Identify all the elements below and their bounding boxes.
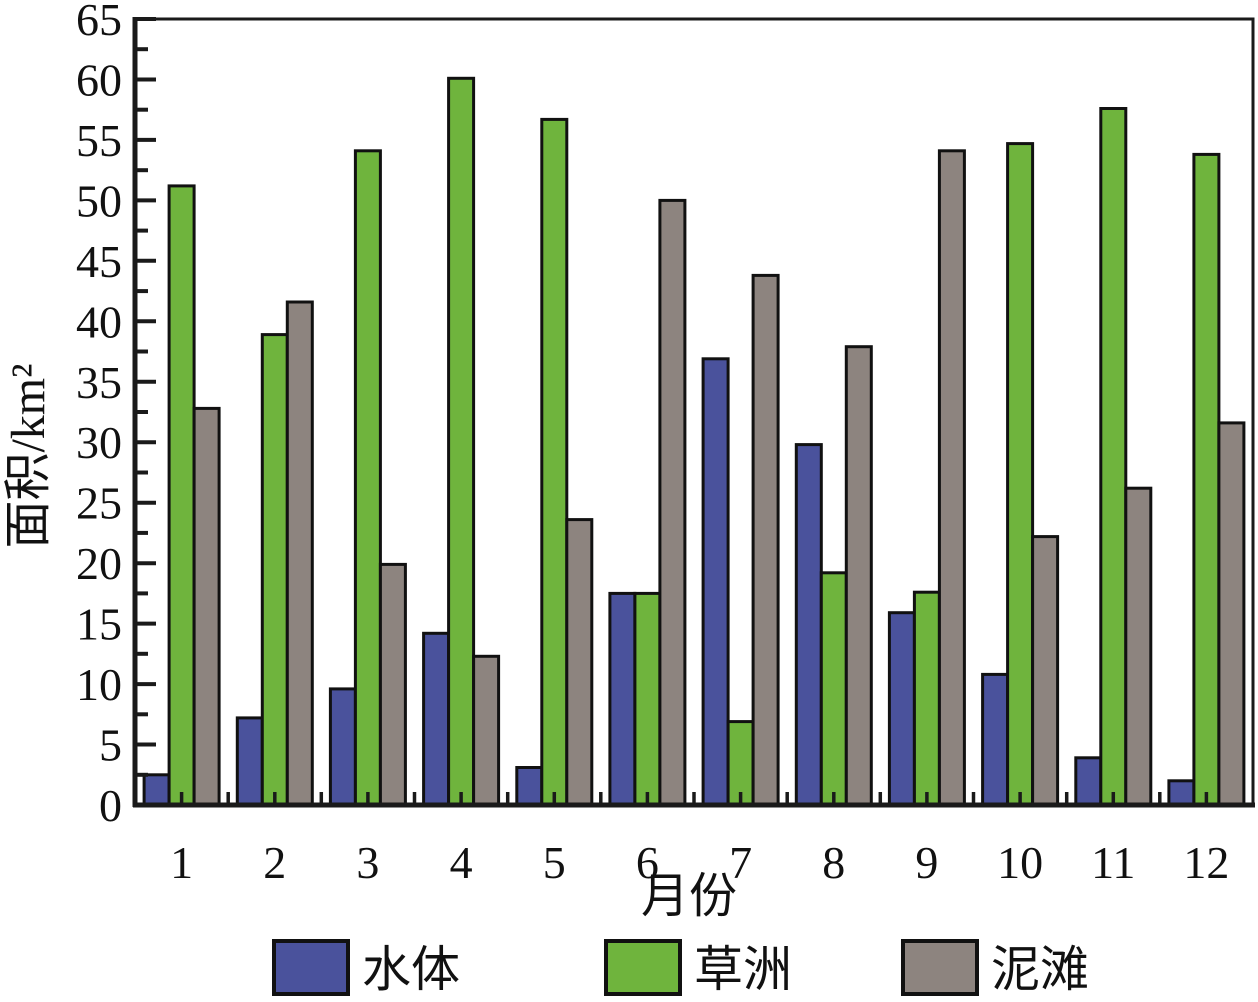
bar-泥滩-month-1	[192, 406, 221, 807]
x-tick-label-8: 8	[822, 837, 845, 888]
bar-草洲-month-6	[633, 591, 662, 807]
bar-泥滩-month-4	[472, 654, 501, 807]
y-tick-label-5: 5	[99, 720, 122, 771]
x-tick-label-3: 3	[356, 837, 379, 888]
y-tick-label-30: 30	[76, 417, 122, 468]
y-tick-label-15: 15	[76, 599, 122, 650]
bar-泥滩-month-12	[1217, 421, 1246, 807]
y-tick-label-55: 55	[76, 115, 122, 166]
legend-item-mudflat: 泥滩	[901, 939, 1089, 997]
legend: 水体 草洲 泥滩	[272, 939, 1089, 997]
x-tick-label-2: 2	[263, 837, 286, 888]
y-tick-label-45: 45	[76, 236, 122, 287]
bar-水体-month-8	[794, 443, 823, 807]
bar-水体-month-11	[1074, 756, 1103, 807]
x-tick-label-11: 11	[1091, 837, 1135, 888]
bar-草洲-month-4	[447, 76, 476, 807]
bar-水体-month-3	[328, 687, 357, 807]
legend-label-mudflat: 泥滩	[991, 942, 1089, 997]
y-tick-label-20: 20	[76, 538, 122, 589]
plot-frame-layer	[132, 17, 1255, 808]
bar-草洲-month-8	[819, 571, 848, 807]
bar-草洲-month-10	[1006, 142, 1035, 807]
bars-layer	[142, 76, 1246, 807]
mudflat-swatch	[901, 939, 979, 996]
bar-泥滩-month-2	[285, 300, 314, 807]
bar-水体-month-4	[422, 631, 451, 807]
y-tick-label-10: 10	[76, 659, 122, 710]
bar-水体-month-1	[142, 773, 171, 807]
bar-水体-month-9	[887, 611, 916, 807]
x-tick-label-1: 1	[170, 837, 193, 888]
bar-泥滩-month-10	[1031, 535, 1060, 807]
y-tick-label-35: 35	[76, 357, 122, 408]
bar-草洲-month-1	[167, 184, 196, 807]
x-tick-label-7: 7	[729, 837, 752, 888]
legend-item-grass: 草洲	[604, 939, 792, 997]
x-tick-label-5: 5	[543, 837, 566, 888]
bar-水体-month-7	[701, 357, 730, 807]
x-tick-label-6: 6	[636, 837, 659, 888]
bar-草洲-month-11	[1099, 107, 1128, 807]
y-tick-label-50: 50	[76, 175, 122, 226]
y-tick-label-65: 65	[76, 0, 122, 45]
grass-swatch	[604, 939, 682, 996]
y-axis-label: 面积/km²	[2, 363, 55, 548]
bar-水体-month-2	[235, 716, 264, 807]
legend-label-water: 水体	[362, 942, 460, 997]
y-tick-label-25: 25	[76, 478, 122, 529]
legend-label-grass: 草洲	[694, 942, 792, 997]
water-swatch	[272, 939, 350, 996]
x-axis-label: 月份	[641, 870, 737, 923]
x-tick-label-10: 10	[997, 837, 1043, 888]
x-tick-label-4: 4	[450, 837, 473, 888]
bar-泥滩-month-3	[378, 562, 407, 807]
bar-草洲-month-12	[1192, 152, 1221, 807]
bar-草洲-month-3	[353, 149, 382, 807]
bar-泥滩-month-8	[844, 345, 873, 807]
x-tick-label-9: 9	[915, 837, 938, 888]
bar-泥滩-month-6	[658, 198, 687, 807]
bar-草洲-month-9	[912, 590, 941, 807]
y-tick-label-0: 0	[99, 780, 122, 831]
y-tick-label-60: 60	[76, 55, 122, 106]
x-tick-label-12: 12	[1183, 837, 1229, 888]
bar-水体-month-6	[608, 591, 637, 807]
bar-泥滩-month-7	[751, 273, 780, 807]
bar-水体-month-12	[1167, 779, 1196, 807]
bar-草洲-month-2	[260, 333, 289, 807]
bar-泥滩-month-11	[1124, 486, 1153, 807]
bar-水体-month-10	[981, 672, 1010, 807]
bar-草洲-month-5	[540, 117, 569, 807]
y-tick-label-40: 40	[76, 296, 122, 347]
bar-水体-month-5	[515, 766, 544, 807]
bar-泥滩-month-9	[937, 149, 966, 807]
bar-泥滩-month-5	[565, 518, 594, 807]
legend-item-water: 水体	[272, 939, 460, 997]
